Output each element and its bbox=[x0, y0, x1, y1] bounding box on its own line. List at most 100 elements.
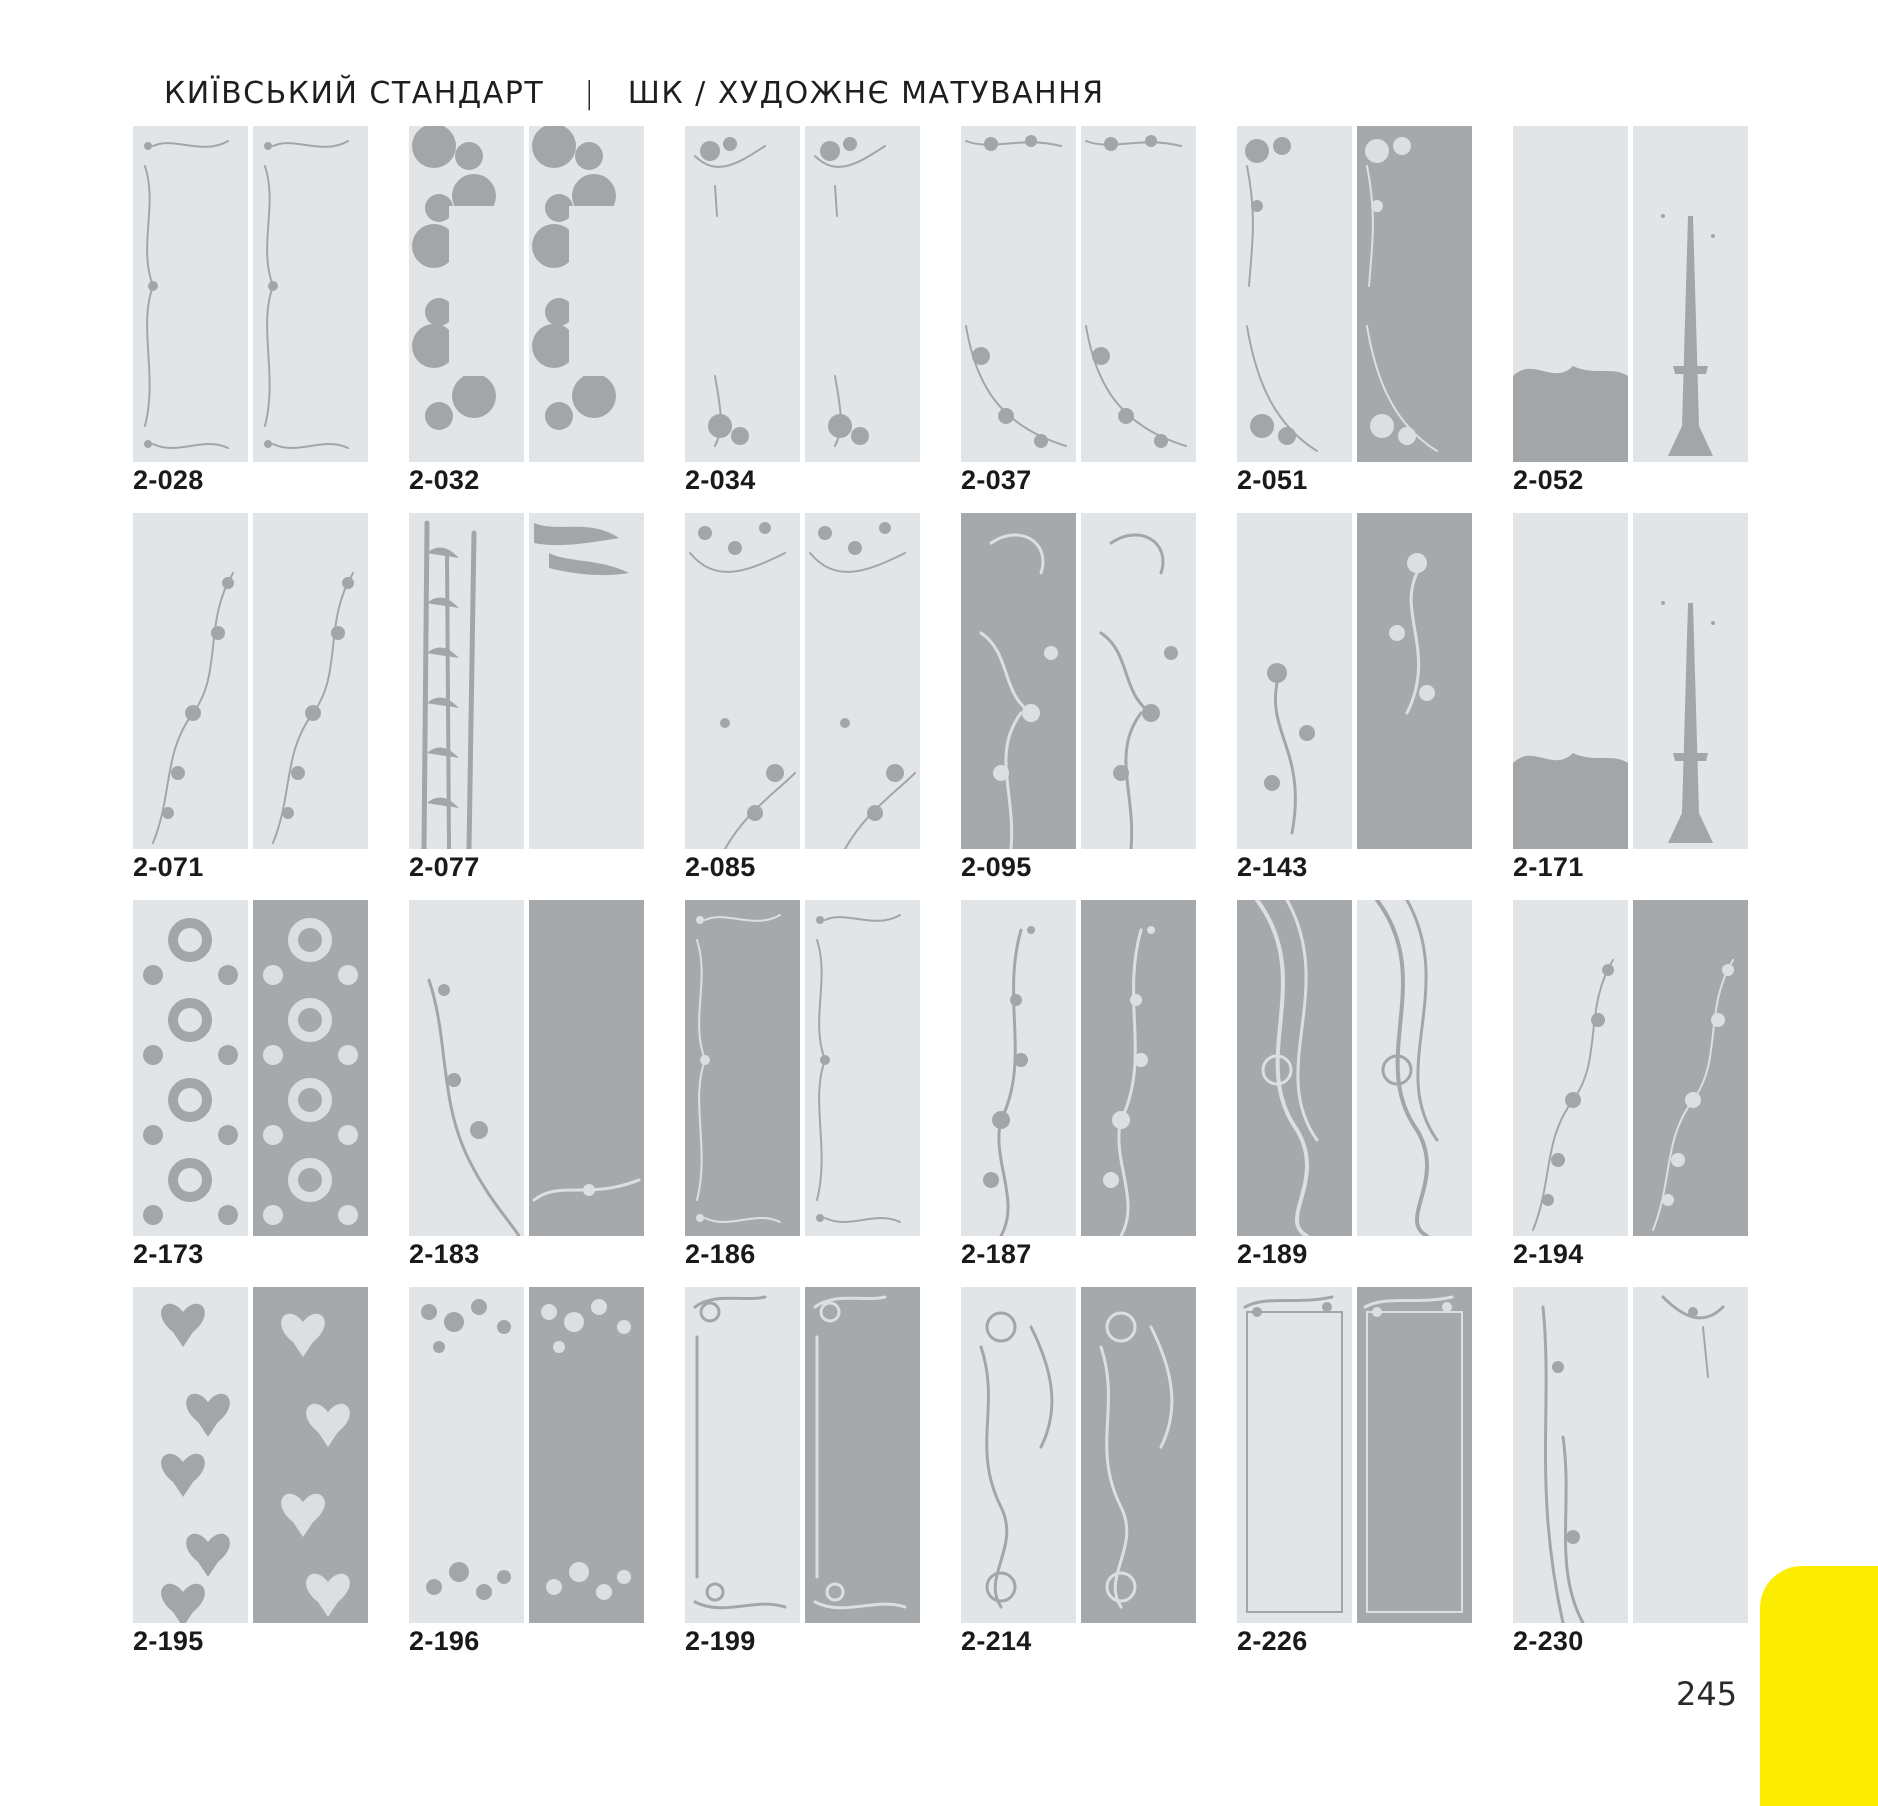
door-panel-right bbox=[805, 126, 920, 462]
door-panel-right bbox=[529, 513, 644, 849]
design-code-label: 2-230 bbox=[1513, 1626, 1584, 1656]
door-panels bbox=[961, 900, 1199, 1236]
etched-pattern-flowers-butterflies bbox=[689, 522, 796, 849]
header-left-title: КИЇВСЬКИЙ СТАНДАРТ bbox=[164, 75, 545, 111]
etched-pattern-hearts bbox=[161, 1303, 230, 1623]
page-header: КИЇВСЬКИЙ СТАНДАРТ | ШК / ХУДОЖНЄ МАТУВА… bbox=[164, 68, 1105, 118]
design-item-2-143: 2-143 bbox=[1237, 513, 1475, 883]
door-panels bbox=[409, 513, 647, 849]
door-panel-right bbox=[1633, 900, 1748, 1236]
design-code-label: 2-032 bbox=[409, 465, 480, 495]
door-panels bbox=[961, 1287, 1199, 1623]
door-panels bbox=[961, 513, 1199, 849]
door-panel-left bbox=[1237, 1287, 1352, 1623]
door-panels bbox=[685, 126, 923, 462]
etched-pattern-floral-swirl bbox=[427, 978, 521, 1236]
etched-pattern-frame bbox=[1363, 1295, 1463, 1613]
design-code-label: 2-173 bbox=[133, 1239, 204, 1269]
design-item-2-171: 2-171 bbox=[1513, 513, 1751, 883]
door-panel-right bbox=[1081, 513, 1196, 849]
etched-pattern-leaf-clusters bbox=[421, 1299, 511, 1600]
door-panels bbox=[1237, 513, 1475, 849]
design-item-2-071: 2-071 bbox=[133, 513, 371, 883]
door-panel-right bbox=[1633, 1287, 1748, 1623]
door-panel-right bbox=[1357, 900, 1472, 1236]
design-code-label: 2-196 bbox=[409, 1626, 480, 1656]
door-panel-left bbox=[409, 126, 524, 462]
design-item-2-077: 2-077 bbox=[409, 513, 647, 883]
door-panel-left bbox=[1237, 900, 1352, 1236]
header-right-title: ШК / ХУДОЖНЄ МАТУВАННЯ bbox=[627, 75, 1105, 111]
door-panel-right bbox=[253, 900, 368, 1236]
design-item-2-037: 2-037 bbox=[961, 126, 1199, 496]
door-panels bbox=[685, 1287, 923, 1623]
door-panel-left bbox=[1513, 1287, 1628, 1623]
door-panels bbox=[133, 126, 371, 462]
design-code-label: 2-085 bbox=[685, 852, 756, 882]
page-number: 245 bbox=[1676, 1675, 1738, 1713]
design-item-2-196: 2-196 bbox=[409, 1287, 647, 1657]
etched-pattern-flower-corners bbox=[694, 137, 766, 447]
door-panels bbox=[1513, 900, 1751, 1236]
door-panel-left bbox=[1513, 513, 1628, 849]
door-panels bbox=[409, 1287, 647, 1623]
etched-pattern-bamboo bbox=[421, 520, 477, 849]
door-panel-right bbox=[529, 126, 644, 462]
design-item-2-189: 2-189 bbox=[1237, 900, 1475, 1270]
door-panel-right bbox=[1633, 126, 1748, 462]
design-item-2-199: 2-199 bbox=[685, 1287, 923, 1657]
yellow-section-tab bbox=[1760, 1566, 1878, 1806]
door-panel-left bbox=[1237, 126, 1352, 462]
door-panel-right bbox=[253, 513, 368, 849]
door-panels bbox=[1237, 1287, 1475, 1623]
design-code-label: 2-194 bbox=[1513, 1239, 1584, 1269]
door-panel-right bbox=[1633, 513, 1748, 849]
design-code-label: 2-037 bbox=[961, 465, 1032, 495]
door-panels bbox=[1237, 126, 1475, 462]
etched-pattern-swirl-floral bbox=[979, 533, 1058, 849]
door-panel-right bbox=[1081, 1287, 1196, 1623]
design-code-label: 2-028 bbox=[133, 465, 204, 495]
etched-pattern-corner-swirls bbox=[693, 1295, 787, 1610]
design-item-2-226: 2-226 bbox=[1237, 1287, 1475, 1657]
design-item-2-186: 2-186 bbox=[685, 900, 923, 1270]
design-code-label: 2-183 bbox=[409, 1239, 480, 1269]
design-code-label: 2-186 bbox=[685, 1239, 756, 1269]
door-panel-left bbox=[133, 1287, 248, 1623]
etched-pattern-flower-corners bbox=[814, 137, 886, 447]
etched-pattern-grass-floral bbox=[1541, 1305, 1585, 1623]
design-item-2-187: 2-187 bbox=[961, 900, 1199, 1270]
door-panel-right bbox=[805, 900, 920, 1236]
door-panel-right bbox=[1081, 900, 1196, 1236]
design-item-2-051: 2-051 bbox=[1237, 126, 1475, 496]
door-panel-right bbox=[1357, 513, 1472, 849]
door-panel-right bbox=[805, 1287, 920, 1623]
door-panel-left bbox=[685, 1287, 800, 1623]
door-panel-right bbox=[805, 513, 920, 849]
etched-pattern-vine bbox=[272, 572, 354, 844]
etched-pattern-bamboo bbox=[534, 523, 629, 576]
door-panels bbox=[1513, 513, 1751, 849]
design-item-2-034: 2-034 bbox=[685, 126, 923, 496]
etched-pattern-scroll-frame bbox=[144, 140, 229, 449]
etched-pattern-damask bbox=[143, 918, 238, 1225]
design-code-label: 2-052 bbox=[1513, 465, 1584, 495]
door-panel-right bbox=[253, 1287, 368, 1623]
door-panels bbox=[409, 900, 647, 1236]
design-item-2-183: 2-183 bbox=[409, 900, 647, 1270]
door-panels bbox=[1237, 900, 1475, 1236]
door-panel-left bbox=[961, 900, 1076, 1236]
etched-pattern-daisy-swirl bbox=[1264, 663, 1315, 835]
design-code-label: 2-189 bbox=[1237, 1239, 1308, 1269]
etched-pattern-eiffel-tower bbox=[1661, 214, 1715, 456]
design-code-label: 2-051 bbox=[1237, 465, 1308, 495]
design-code-label: 2-195 bbox=[133, 1626, 204, 1656]
door-panels bbox=[961, 126, 1199, 462]
etched-pattern-scroll-frame bbox=[264, 140, 349, 449]
etched-pattern-frame bbox=[1243, 1295, 1343, 1613]
door-panel-left bbox=[409, 513, 524, 849]
door-panels bbox=[133, 900, 371, 1236]
door-panels bbox=[1513, 1287, 1751, 1623]
door-panel-right bbox=[1081, 126, 1196, 462]
etched-pattern-eiffel-tower bbox=[1661, 601, 1715, 843]
